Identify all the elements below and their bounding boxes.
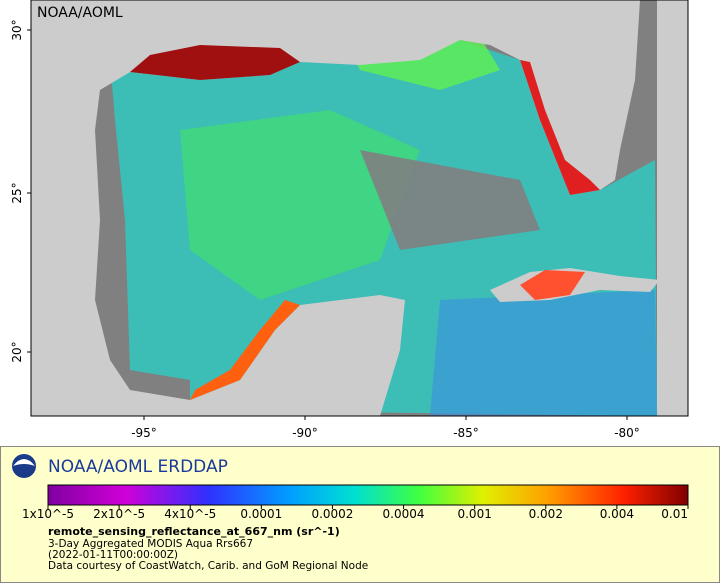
data-swath <box>180 110 420 300</box>
land <box>31 0 640 416</box>
lon-label: -80° <box>614 426 640 440</box>
map: NOAA/AOML <box>30 0 689 417</box>
colorbar-label: 0.004 <box>600 507 634 521</box>
legend-line: (2022-01-11T00:00:00Z) <box>48 549 178 561</box>
lon-label: -95° <box>131 426 157 440</box>
legend: NOAA/AOML ERDDAP remote_sensing_reflecta… <box>0 446 720 583</box>
lat-label: 20° <box>10 341 24 362</box>
lon-label: -85° <box>453 426 479 440</box>
noaa-logo-bird <box>13 459 35 466</box>
land <box>190 295 405 416</box>
colorbar-label: 4x10^-5 <box>164 507 216 521</box>
lat-label: 30° <box>10 19 24 40</box>
variable-name: remote_sensing_reflectance_at_667_nm (sr… <box>48 525 340 538</box>
legend-line: Data courtesy of CoastWatch, Carib. and … <box>48 560 368 572</box>
colorbar-label: 2x10^-5 <box>93 507 145 521</box>
coastal-plume <box>190 300 300 400</box>
lat-label: 25° <box>10 182 24 203</box>
colorbar-label: 0.01 <box>661 507 688 521</box>
legend-panel <box>0 446 720 583</box>
colorbar-label: 0.0002 <box>311 507 353 521</box>
colorbar <box>47 484 689 506</box>
watermark: NOAA/AOML <box>37 5 123 21</box>
legend-line: 3-Day Aggregated MODIS Aqua Rrs667 <box>48 538 253 550</box>
data-swath <box>430 290 657 416</box>
colorbar-label: 0.0001 <box>240 507 282 521</box>
axes: 30° 25° 20° -95° -90° -85° -80° <box>10 19 640 440</box>
noaa-logo <box>12 454 36 478</box>
colorbar-label: 0.0004 <box>383 507 425 521</box>
lon-label: -90° <box>292 426 318 440</box>
legend-title: NOAA/AOML ERDDAP <box>48 457 228 477</box>
land <box>657 0 688 416</box>
coastal-plume <box>520 270 585 300</box>
colorbar-label: 1x10^-5 <box>22 507 74 521</box>
colorbar-label: 0.001 <box>457 507 491 521</box>
colorbar-label: 0.002 <box>529 507 563 521</box>
coastal-plume <box>520 60 600 195</box>
coastal-plume <box>130 45 300 80</box>
map-frame <box>30 0 689 417</box>
no-data <box>360 150 540 250</box>
